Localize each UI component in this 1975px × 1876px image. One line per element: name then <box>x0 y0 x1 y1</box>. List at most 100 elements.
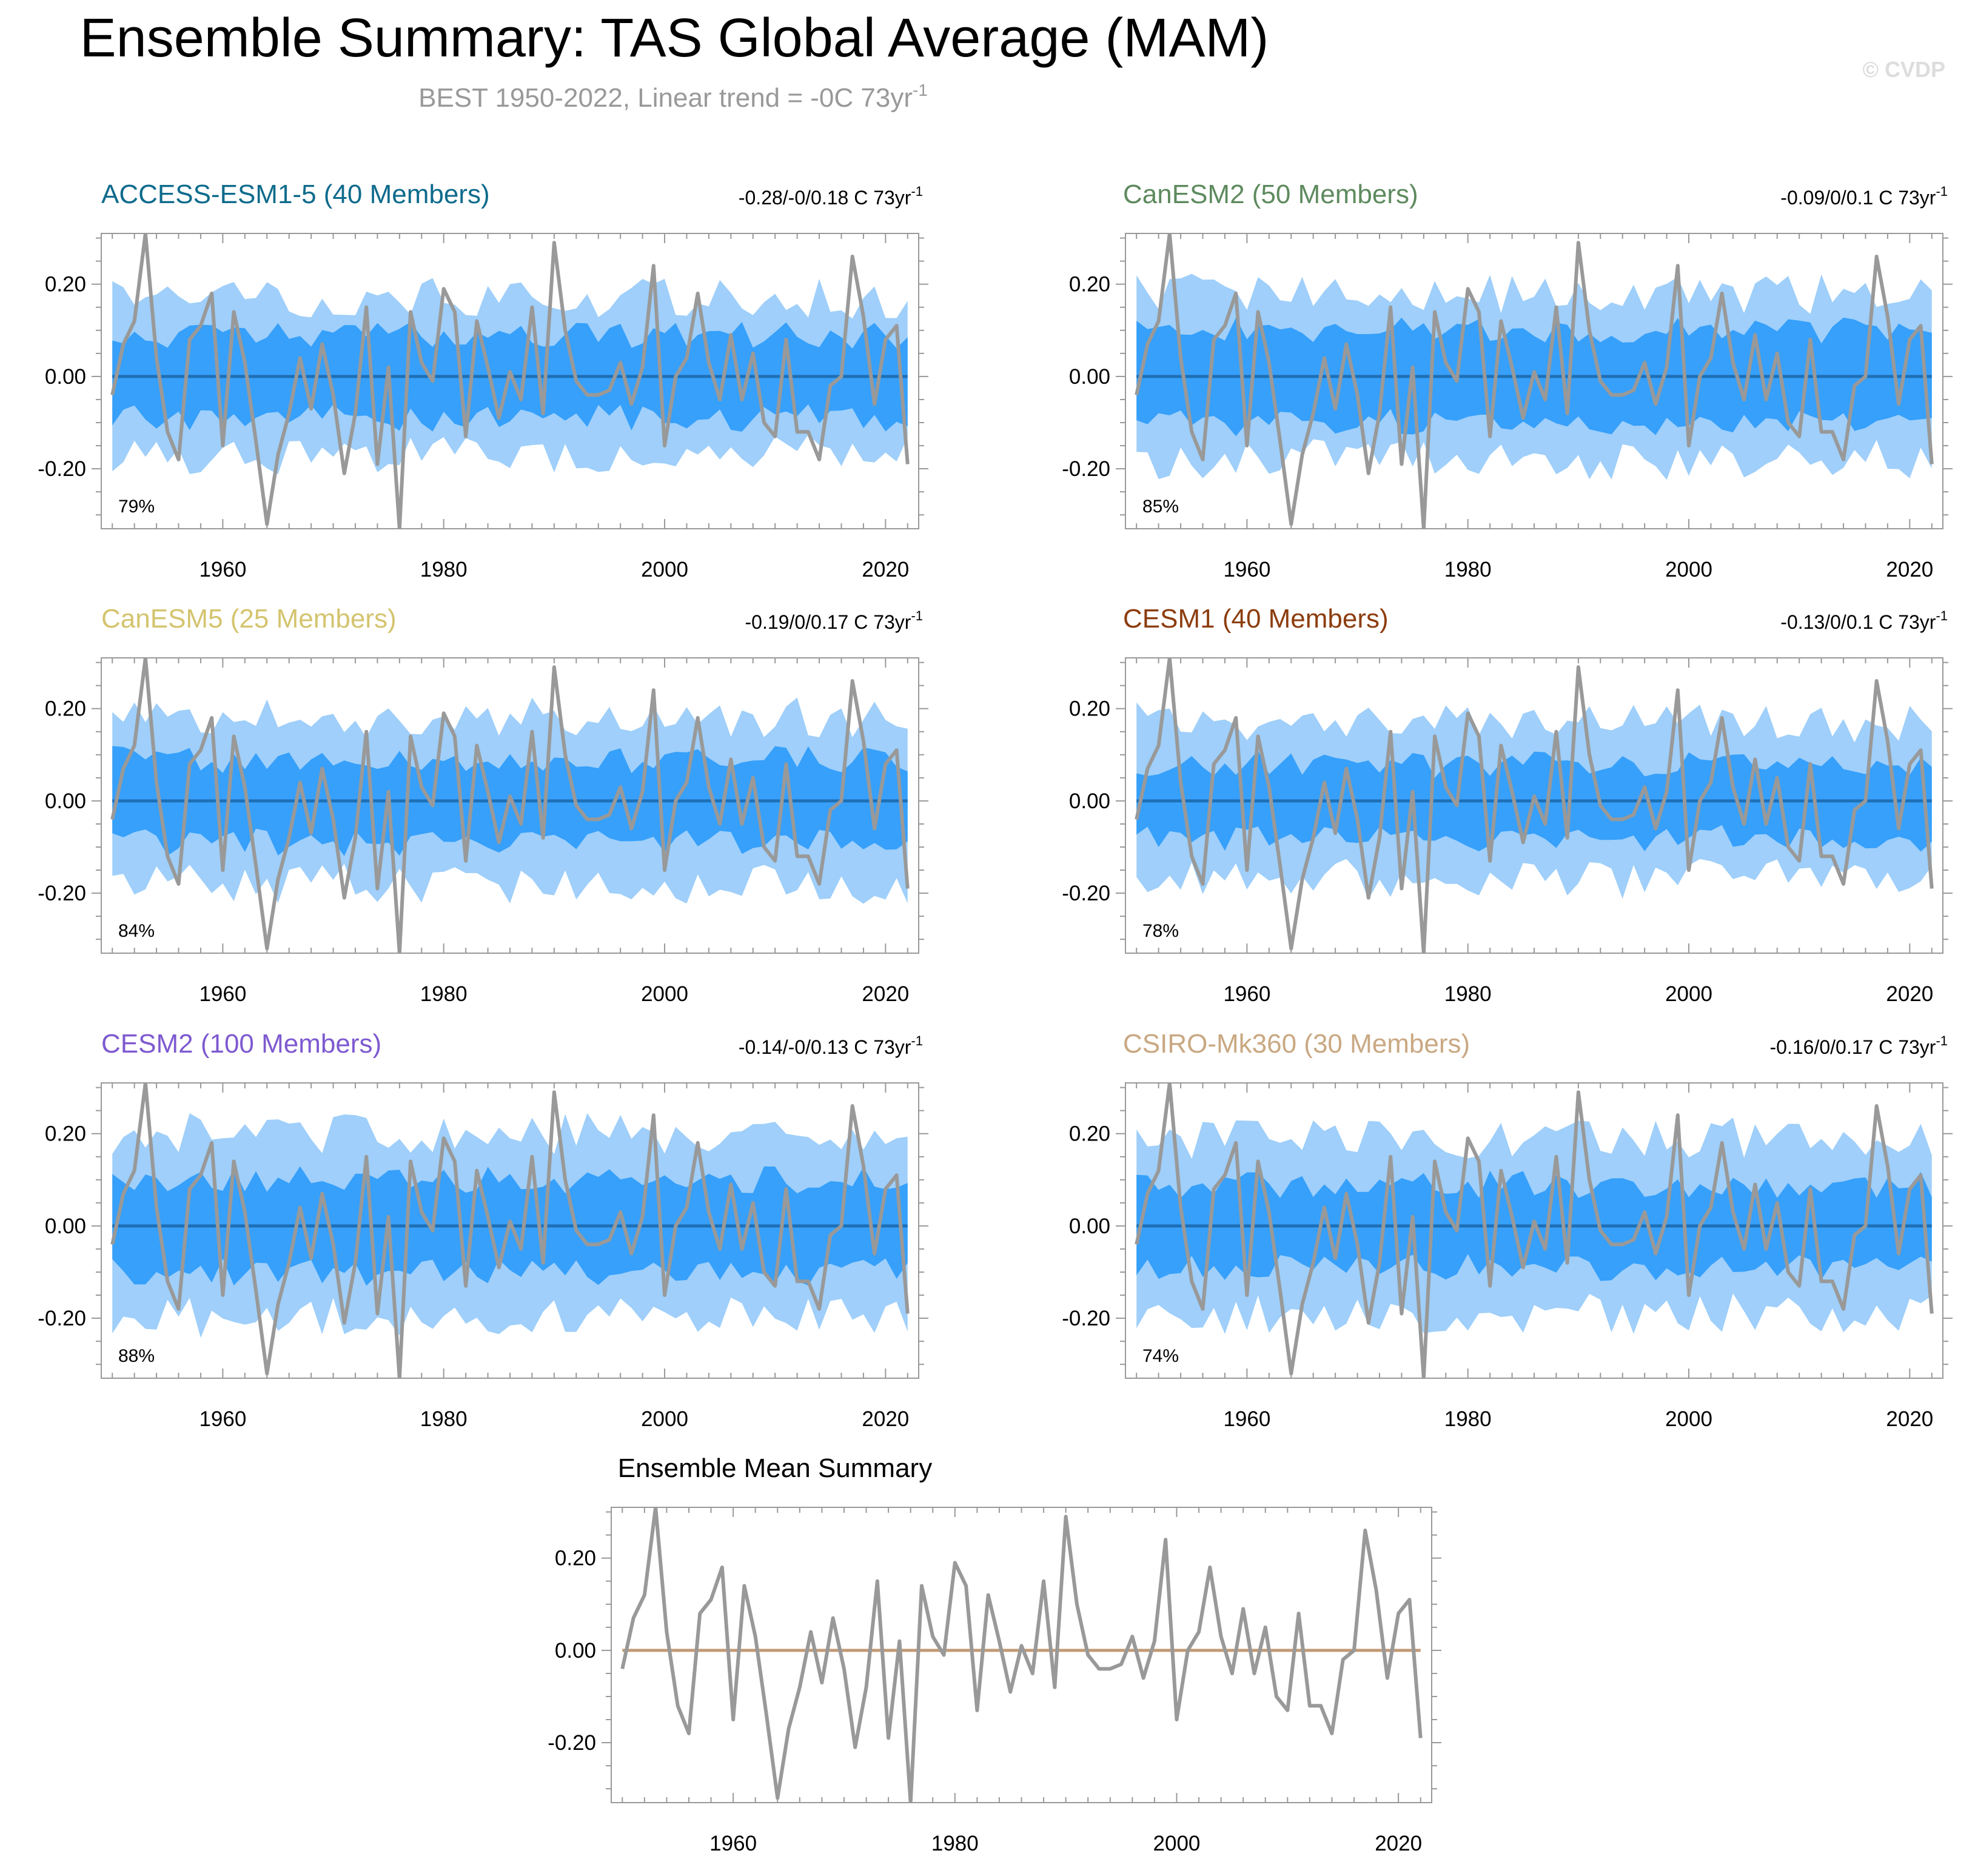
y-tick-label: -0.20 <box>1062 457 1110 481</box>
y-tick-label: 0.20 <box>1069 1122 1110 1146</box>
panel-title: CESM2 (100 Members) <box>101 1029 381 1059</box>
x-tick-label: 1960 <box>709 1832 757 1855</box>
panel-cesm1: CESM1 (40 Members) -0.13/0/0.1 C 73yr-1 19… <box>1062 604 1953 1006</box>
trend-sup: -1 <box>1936 184 1948 199</box>
trend-sup: -1 <box>1936 608 1948 623</box>
x-tick-label: 1980 <box>1444 1407 1492 1431</box>
x-tick-label: 2000 <box>641 982 688 1006</box>
y-tick-label: -0.20 <box>1062 882 1110 905</box>
x-tick-label: 2000 <box>641 1407 688 1431</box>
y-tick-label: 0.20 <box>45 273 86 296</box>
panel-title: CESM1 (40 Members) <box>1123 604 1389 634</box>
plot-frame <box>611 1507 1432 1803</box>
trend-label: -0.09/0/0.1 C 73yr-1 <box>1780 184 1948 209</box>
x-tick-label: 2020 <box>1886 1407 1933 1431</box>
percent-label: 85% <box>1142 497 1179 517</box>
percent-label: 84% <box>118 921 155 941</box>
x-tick-label: 1960 <box>199 982 246 1006</box>
y-tick-label: -0.20 <box>548 1731 596 1755</box>
panel-cesm2: CESM2 (100 Members) -0.14/-0/0.13 C 73yr-… <box>38 1029 928 1431</box>
trend-label: -0.13/0/0.1 C 73yr-1 <box>1780 608 1948 633</box>
panel-title: CSIRO-Mk360 (30 Members) <box>1123 1029 1470 1059</box>
observation-line <box>1135 1083 1934 1378</box>
trend-value: -0.16/0/0.17 C 73yr <box>1770 1036 1936 1058</box>
y-tick-label: -0.20 <box>38 882 86 905</box>
trend-value: -0.09/0/0.1 C 73yr <box>1780 187 1936 209</box>
trend-value: -0.14/-0/0.13 C 73yr <box>739 1036 911 1058</box>
plot-area <box>110 1083 910 1378</box>
percent-label: 79% <box>118 497 155 517</box>
x-tick-label: 1960 <box>199 558 246 581</box>
trend-sup: -1 <box>911 184 923 199</box>
x-tick-label: 2000 <box>1665 558 1712 581</box>
plot-area <box>620 1507 1423 1803</box>
x-tick-label: 1980 <box>1444 982 1492 1006</box>
observation-line <box>110 1083 910 1378</box>
x-tick-label: 2020 <box>1886 982 1933 1006</box>
trend-label: -0.28/-0/0.18 C 73yr-1 <box>739 184 923 209</box>
x-tick-label: 1980 <box>420 1407 468 1431</box>
y-tick-label: 0.20 <box>45 697 86 721</box>
watermark: © CVDP <box>1862 57 1945 82</box>
y-tick-label: 0.00 <box>45 365 86 389</box>
trend-sup: -1 <box>911 608 923 623</box>
observation-line <box>110 658 910 953</box>
percent-label: 74% <box>1142 1346 1179 1366</box>
x-tick-label: 2000 <box>1665 1407 1712 1431</box>
x-tick-label: 2020 <box>1886 558 1933 581</box>
figure-subtitle: BEST 1950-2022, Linear trend = -0C 73yr-… <box>418 81 928 113</box>
x-tick-label: 2020 <box>862 1407 909 1431</box>
x-tick-label: 1960 <box>199 1407 246 1431</box>
y-tick-label: 0.00 <box>1069 789 1110 813</box>
observation-line <box>1135 233 1934 529</box>
y-tick-label: 0.20 <box>1069 697 1110 721</box>
trend-label: -0.14/-0/0.13 C 73yr-1 <box>739 1033 923 1058</box>
y-tick-label: 0.20 <box>45 1122 86 1146</box>
panels: ACCESS-ESM1-5 (40 Members) -0.28/-0/0.18 … <box>38 179 1953 1855</box>
y-tick-label: -0.20 <box>38 457 86 481</box>
percent-label: 78% <box>1142 921 1179 941</box>
y-tick-label: 0.00 <box>1069 1214 1110 1238</box>
figure-subtitle-main: BEST 1950-2022, Linear trend = -0C 73yr <box>418 83 913 113</box>
x-tick-label: 1960 <box>1223 1407 1270 1431</box>
observation-line <box>1135 658 1934 953</box>
trend-label: -0.19/0/0.17 C 73yr-1 <box>745 608 924 633</box>
x-tick-label: 2020 <box>862 558 909 581</box>
observation-line <box>620 1507 1423 1803</box>
figure-title: Ensemble Summary: TAS Global Average (MA… <box>80 8 1269 69</box>
plot-area <box>110 658 910 953</box>
panel-csiro-mk360: CSIRO-Mk360 (30 Members) -0.16/0/0.17 C 7… <box>1062 1029 1953 1431</box>
trend-sup: -1 <box>911 1033 923 1048</box>
trend-label: -0.16/0/0.17 C 73yr-1 <box>1770 1033 1948 1058</box>
plot-area <box>1135 1083 1934 1378</box>
trend-value: -0.13/0/0.1 C 73yr <box>1780 611 1936 633</box>
y-tick-label: 0.00 <box>555 1639 596 1663</box>
x-tick-label: 1980 <box>420 558 468 581</box>
y-tick-label: 0.00 <box>45 1214 86 1238</box>
panel-access-esm1-5: ACCESS-ESM1-5 (40 Members) -0.28/-0/0.18 … <box>38 179 928 581</box>
x-tick-label: 1960 <box>1223 558 1270 581</box>
trend-value: -0.19/0/0.17 C 73yr <box>745 611 911 633</box>
y-tick-label: -0.20 <box>38 1307 86 1330</box>
trend-sup: -1 <box>1936 1033 1948 1048</box>
x-tick-label: 1980 <box>1444 558 1492 581</box>
panel-title: CanESM5 (25 Members) <box>101 604 397 634</box>
panel-ensemble-mean-summary: Ensemble Mean Summary 1960 1980 2000 2020 0.2… <box>548 1453 1441 1855</box>
plot-area <box>1135 233 1934 529</box>
percent-label: 88% <box>118 1346 155 1366</box>
x-tick-label: 2020 <box>862 982 909 1006</box>
y-tick-label: 0.00 <box>45 789 86 813</box>
x-tick-label: 2000 <box>1665 982 1712 1006</box>
observation-line <box>110 233 910 529</box>
figure-subtitle-sup: -1 <box>913 81 928 99</box>
panel-canesm5: CanESM5 (25 Members) -0.19/0/0.17 C 73yr-… <box>38 604 928 1006</box>
y-tick-label: 0.00 <box>1069 365 1110 389</box>
x-tick-label: 2020 <box>1375 1832 1422 1855</box>
panel-title: CanESM2 (50 Members) <box>1123 179 1418 209</box>
plot-area <box>1135 658 1934 953</box>
panel-canesm2: CanESM2 (50 Members) -0.09/0/0.1 C 73yr-1… <box>1062 179 1953 581</box>
x-tick-label: 1980 <box>420 982 468 1006</box>
x-tick-label: 1980 <box>931 1832 979 1855</box>
plot-area <box>110 233 910 529</box>
